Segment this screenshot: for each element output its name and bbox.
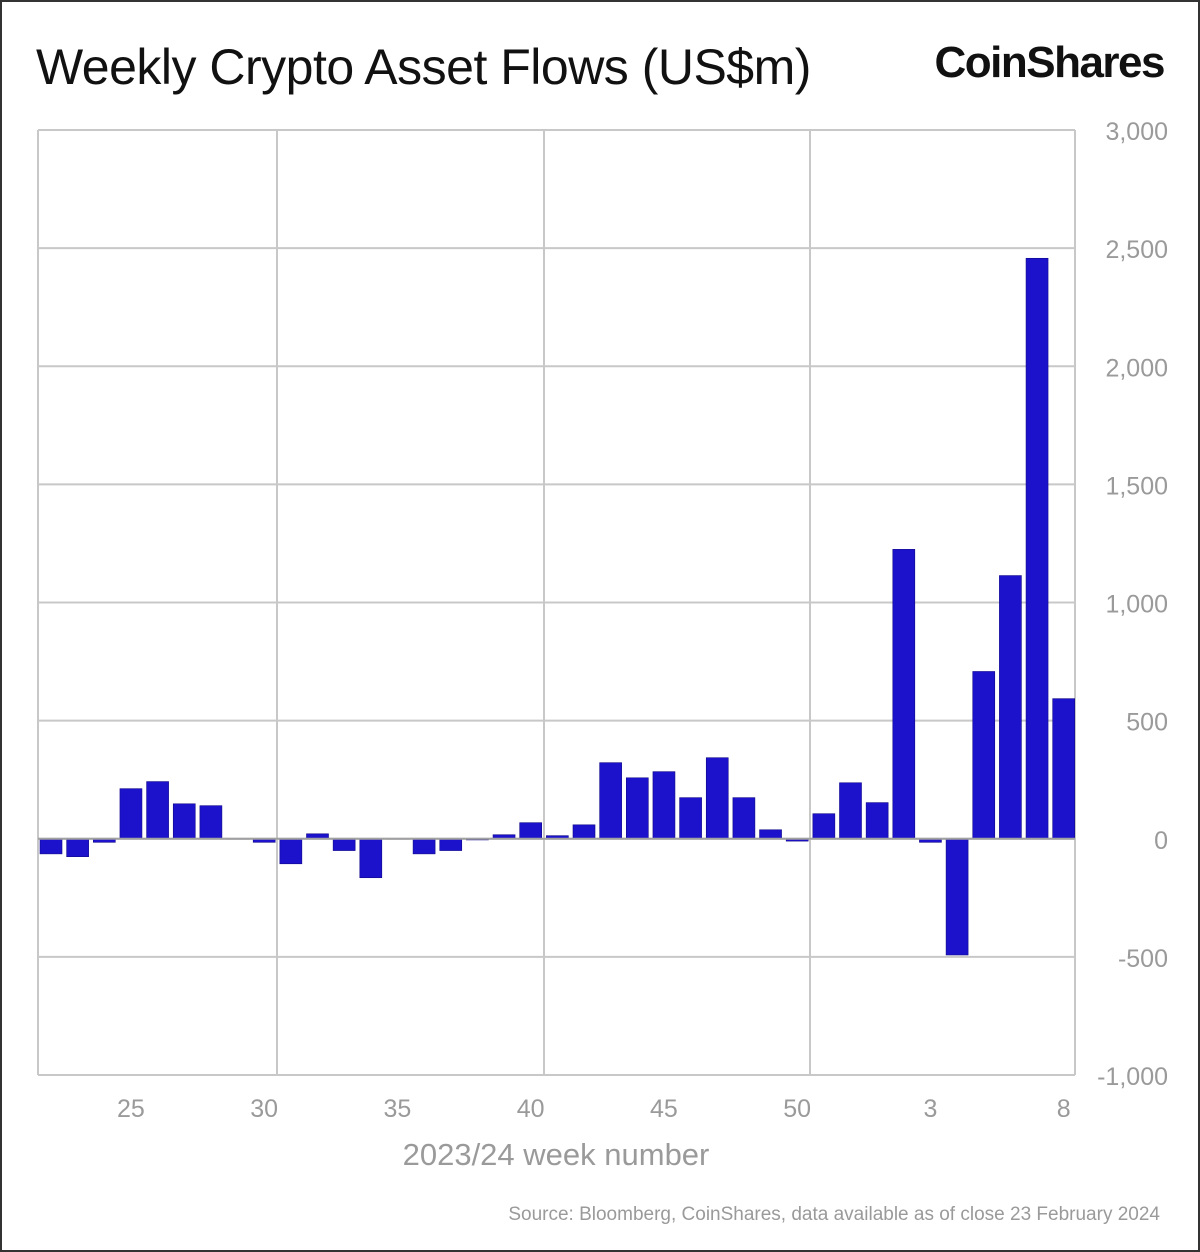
bar-week-46 (679, 797, 702, 840)
bar-week-23 (66, 838, 89, 858)
bar-week-31 (279, 838, 303, 865)
x-tick-label: 50 (783, 1095, 811, 1123)
chart-title: Weekly Crypto Asset Flows (US$m) (36, 39, 811, 95)
bar-week-52 (839, 782, 862, 840)
bar-week-4 (945, 838, 969, 956)
y-tick-label: -500 (1118, 945, 1168, 973)
bar-week-42 (572, 824, 596, 840)
x-tick-label: 25 (117, 1095, 145, 1123)
bar-week-43 (599, 762, 622, 840)
x-tick-label: 30 (250, 1095, 278, 1123)
bar-week-8 (1052, 698, 1075, 840)
bar-week-45 (652, 771, 676, 840)
bar-week-27 (172, 803, 196, 840)
y-tick-label: 2,500 (1105, 236, 1168, 264)
bar-week-5 (972, 671, 996, 840)
x-tick-label: 8 (1057, 1095, 1071, 1123)
bar-week-34 (359, 838, 383, 879)
bar-week-49 (759, 829, 782, 840)
bar-week-1 (865, 802, 889, 840)
bar-week-2 (892, 549, 916, 840)
bar-week-36 (412, 838, 436, 855)
y-tick-label: -1,000 (1097, 1063, 1168, 1091)
bar-week-26 (146, 781, 169, 840)
y-tick-label: 1,000 (1105, 591, 1168, 619)
y-tick-label: 500 (1126, 709, 1168, 737)
bar-week-40 (519, 822, 543, 840)
bar-week-6 (999, 575, 1022, 840)
y-tick-label: 2,000 (1105, 354, 1168, 382)
bar-week-47 (705, 757, 729, 840)
bar-week-48 (732, 797, 756, 840)
bar-week-51 (812, 813, 836, 840)
bar-week-22 (39, 838, 63, 855)
x-tick-label: 3 (923, 1095, 937, 1123)
source-note: Source: Bloomberg, CoinShares, data avai… (508, 1204, 1160, 1225)
bar-week-25 (119, 788, 143, 840)
bar-week-44 (625, 777, 649, 840)
x-axis-label: 2023/24 week number (403, 1137, 710, 1172)
y-tick-label: 3,000 (1105, 118, 1168, 146)
bar-week-37 (439, 838, 463, 851)
x-tick-label: 40 (517, 1095, 545, 1123)
bar-week-28 (199, 805, 223, 840)
y-tick-label: 0 (1154, 827, 1168, 855)
x-tick-label: 35 (384, 1095, 412, 1123)
coinshares-logo: CoinShares (934, 38, 1165, 87)
bar-week-33 (332, 838, 356, 851)
x-tick-label: 45 (650, 1095, 678, 1123)
bar-week-7 (1025, 257, 1049, 840)
y-tick-label: 1,500 (1105, 472, 1168, 500)
